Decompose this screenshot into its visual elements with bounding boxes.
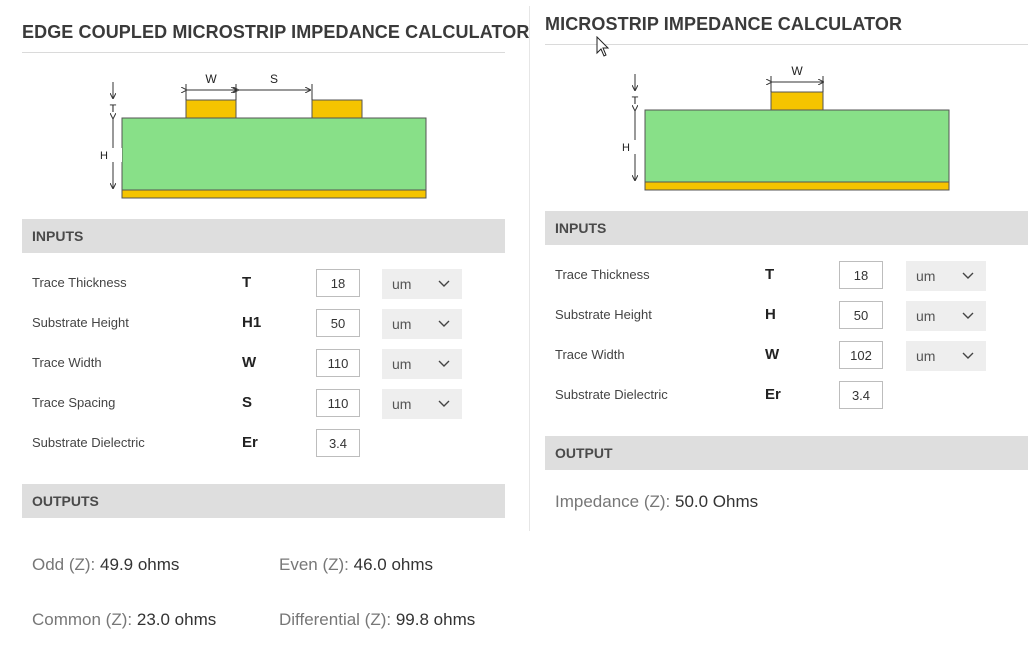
row-symbol: Er: [765, 386, 781, 403]
edge-coupled-calculator-panel: EDGE COUPLED MICROSTRIP IMPEDANCE CALCUL…: [22, 22, 529, 630]
trace-thickness-input[interactable]: [839, 261, 883, 289]
row-label: Trace Width: [32, 355, 102, 370]
common-impedance-output: Common (Z): 23.0 ohms: [32, 610, 216, 630]
row-symbol: W: [242, 354, 257, 371]
substrate-dielectric-row: Substrate Dielectric Er: [555, 381, 1015, 411]
output-value: 49.9 ohms: [100, 555, 180, 574]
substrate-dielectric-input[interactable]: [839, 381, 883, 409]
trace-width-row: Trace Width W um: [32, 349, 492, 379]
substrate-dielectric-input[interactable]: [316, 429, 360, 457]
page-title: EDGE COUPLED MICROSTRIP IMPEDANCE CALCUL…: [22, 22, 530, 42]
output-label: Differential (Z):: [279, 610, 392, 629]
output-label: Even (Z):: [279, 555, 349, 574]
trace-thickness-input[interactable]: [316, 269, 360, 297]
ground-plane: [644, 181, 950, 191]
unit-label: um: [916, 308, 936, 324]
diagram-w-label: W: [791, 64, 803, 78]
trace-thickness-row: Trace Thickness T um: [555, 261, 1015, 291]
substrate-height-unit-select[interactable]: um: [382, 309, 462, 339]
page-title: MICROSTRIP IMPEDANCE CALCULATOR: [545, 14, 903, 34]
row-label: Substrate Dielectric: [32, 435, 145, 450]
row-label: Trace Thickness: [555, 267, 650, 282]
trace-2: [311, 99, 363, 119]
chevron-down-icon: [438, 309, 450, 350]
microstrip-diagram: W T H: [621, 64, 950, 191]
trace-spacing-input[interactable]: [316, 389, 360, 417]
microstrip-calculator-panel: [529, 6, 1033, 531]
chevron-down-icon: [962, 261, 974, 302]
chevron-down-icon: [438, 269, 450, 310]
row-label: Trace Thickness: [32, 275, 127, 290]
output-label: Impedance (Z):: [555, 492, 671, 511]
chevron-down-icon: [962, 341, 974, 382]
differential-impedance-output: Differential (Z): 99.8 ohms: [279, 610, 475, 630]
unit-label: um: [916, 348, 936, 364]
trace-width-row: Trace Width W um: [555, 341, 1015, 371]
output-label: Odd (Z):: [32, 555, 96, 574]
row-label: Trace Width: [555, 347, 625, 362]
unit-label: um: [392, 396, 412, 412]
substrate-height-row: Substrate Height H1 um: [32, 309, 492, 339]
trace-width-unit-select[interactable]: um: [382, 349, 462, 379]
substrate: [644, 109, 950, 183]
row-label: Substrate Dielectric: [555, 387, 668, 402]
trace-thickness-unit-select[interactable]: um: [382, 269, 462, 299]
unit-label: um: [392, 356, 412, 372]
outputs-header: OUTPUTS: [22, 484, 505, 518]
row-label: Substrate Height: [555, 307, 652, 322]
diagram-s-label: S: [270, 72, 278, 86]
output-value: 23.0 ohms: [136, 610, 217, 629]
substrate-dielectric-row: Substrate Dielectric Er: [32, 429, 492, 459]
trace-thickness-unit-select[interactable]: um: [906, 261, 986, 291]
chevron-down-icon: [438, 389, 450, 430]
trace-spacing-unit-select[interactable]: um: [382, 389, 462, 419]
inputs-header: INPUTS: [545, 211, 1028, 245]
diagram-h-label: H: [622, 142, 630, 154]
diagram-t-label: T: [632, 95, 639, 107]
chevron-down-icon: [962, 301, 974, 342]
substrate-height-unit-select[interactable]: um: [906, 301, 986, 331]
chevron-down-icon: [438, 349, 450, 390]
row-symbol: W: [765, 346, 780, 363]
unit-label: um: [916, 268, 936, 284]
trace-1: [185, 99, 237, 119]
substrate-height-input[interactable]: [839, 301, 883, 329]
output-value: 50.0 Ohms: [675, 492, 759, 511]
output-label: Common (Z):: [32, 610, 133, 629]
diagram-w-label: W: [205, 72, 217, 86]
inputs-header: INPUTS: [22, 219, 505, 253]
row-symbol: Er: [242, 434, 258, 451]
row-symbol: T: [765, 266, 775, 283]
substrate: [121, 117, 427, 191]
trace-thickness-row: Trace Thickness T um: [32, 269, 492, 299]
row-symbol: T: [242, 274, 252, 291]
ground-plane: [121, 189, 427, 199]
row-symbol: H1: [242, 314, 262, 331]
title-divider: [545, 44, 1028, 45]
output-header: OUTPUT: [545, 436, 1028, 470]
unit-label: um: [392, 276, 412, 292]
row-label: Trace Spacing: [32, 395, 116, 410]
row-label: Substrate Height: [32, 315, 129, 330]
diagram-h-label: H: [100, 150, 108, 162]
trace-width-unit-select[interactable]: um: [906, 341, 986, 371]
output-value: 46.0 ohms: [353, 555, 434, 574]
trace: [770, 91, 824, 111]
mouse-pointer-icon: [596, 36, 610, 57]
substrate-height-row: Substrate Height H um: [555, 301, 1015, 331]
trace-width-input[interactable]: [316, 349, 360, 377]
impedance-output: Impedance (Z): 50.0 Ohms: [555, 492, 758, 512]
title-divider: [22, 52, 505, 53]
edge-coupled-diagram: W S T H: [100, 72, 427, 199]
trace-width-input[interactable]: [839, 341, 883, 369]
diagram-t-label: T: [110, 103, 117, 115]
output-value: 99.8 ohms: [395, 610, 476, 629]
row-symbol: H: [765, 306, 776, 323]
odd-impedance-output: Odd (Z): 49.9 ohms: [32, 555, 179, 575]
even-impedance-output: Even (Z): 46.0 ohms: [279, 555, 433, 575]
row-symbol: S: [242, 394, 253, 411]
substrate-height-input[interactable]: [316, 309, 360, 337]
unit-label: um: [392, 316, 412, 332]
trace-spacing-row: Trace Spacing S um: [32, 389, 492, 419]
